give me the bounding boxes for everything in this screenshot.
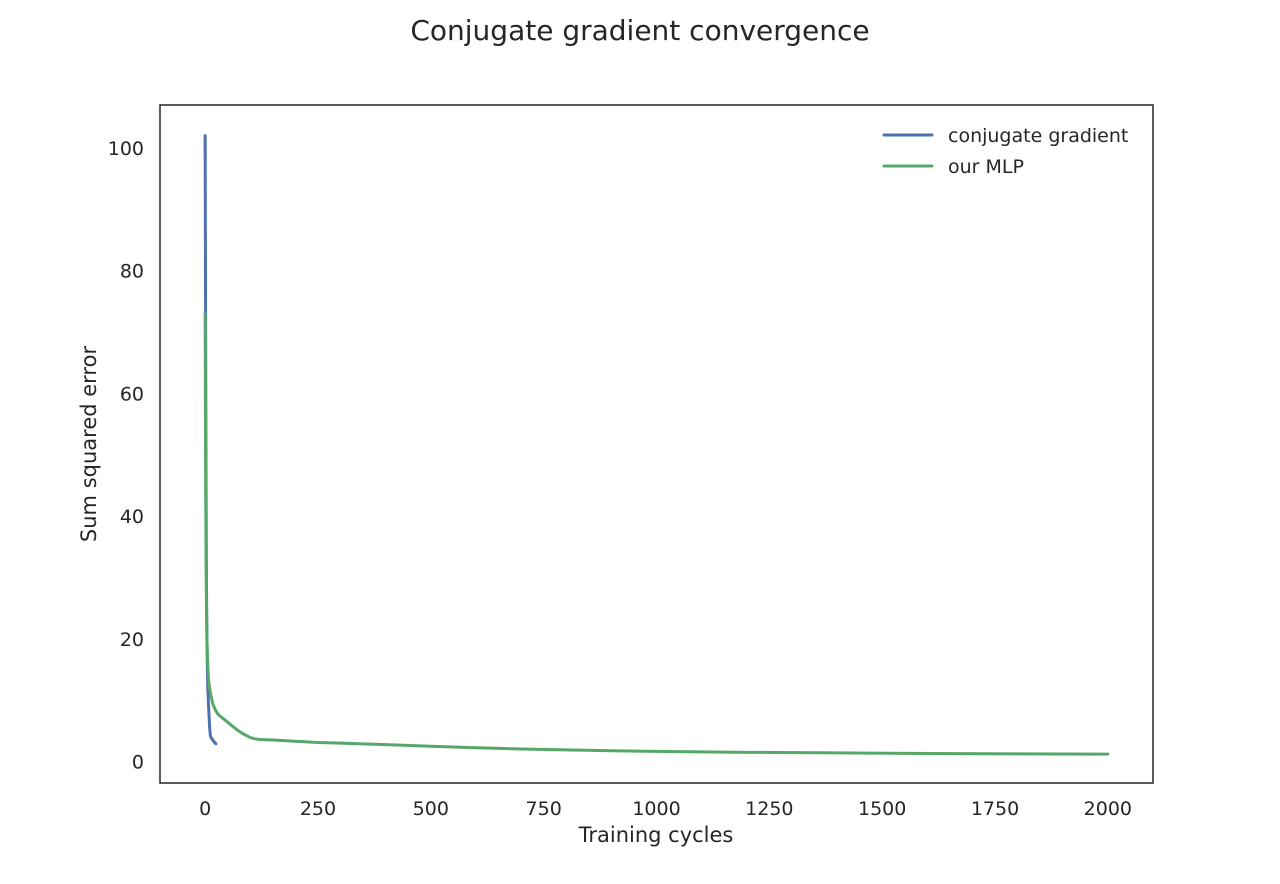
x-tick-label: 1750: [971, 798, 1019, 820]
x-tick-label: 2000: [1084, 798, 1132, 820]
x-tick-label: 1000: [632, 798, 680, 820]
x-axis-ticks: 0 250 500 750 1000 1250 1500 1750 2000: [199, 798, 1132, 820]
x-tick-label: 1250: [745, 798, 793, 820]
x-tick-label: 1500: [858, 798, 906, 820]
series-line-our-mlp: [203, 312, 1110, 756]
y-tick-label: 80: [120, 261, 144, 283]
axes-frame: [159, 104, 1154, 784]
legend-item: our MLP: [882, 156, 1024, 178]
y-tick-label: 20: [120, 629, 144, 651]
chart-title: Conjugate gradient convergence: [410, 14, 869, 47]
plot-area: [203, 134, 1110, 756]
legend-label: our MLP: [948, 156, 1024, 178]
x-tick-label: 0: [199, 798, 211, 820]
x-tick-label: 750: [526, 798, 562, 820]
legend-label: conjugate gradient: [948, 125, 1128, 147]
y-tick-label: 40: [120, 506, 144, 528]
x-tick-label: 500: [413, 798, 449, 820]
y-tick-label: 60: [120, 383, 144, 405]
y-axis-ticks: 0 20 40 60 80 100: [108, 138, 144, 774]
x-axis-label: Training cycles: [578, 823, 734, 847]
y-tick-label: 100: [108, 138, 144, 160]
y-tick-label: 0: [132, 752, 144, 774]
y-axis-label: Sum squared error: [77, 346, 101, 543]
legend: conjugate gradient our MLP: [882, 125, 1128, 178]
legend-item: conjugate gradient: [882, 125, 1128, 147]
x-tick-label: 250: [300, 798, 336, 820]
